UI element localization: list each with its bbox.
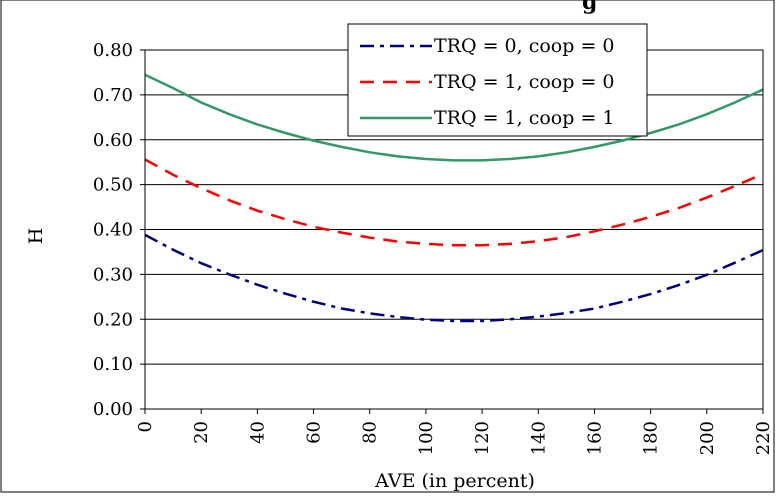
x-axis-label: AVE (in percent)	[374, 470, 535, 492]
x-tick-label: 80	[360, 421, 381, 444]
y-tick-label: 0.10	[93, 354, 133, 375]
legend: TRQ = 0, coop = 0 TRQ = 1, coop = 0 TRQ = …	[347, 23, 648, 137]
y-tick-label: 0.00	[93, 399, 133, 420]
y-tick-labels: 0.00 0.10 0.20 0.30 0.40 0.50 0.60 0.70 0.80	[93, 40, 133, 420]
y-tick-label: 0.50	[93, 175, 133, 196]
x-tick-label: 20	[191, 421, 212, 444]
y-tick-label: 0.70	[93, 85, 133, 106]
x-tick-label: 60	[304, 421, 325, 444]
legend-label: TRQ = 0, coop = 0	[434, 35, 615, 57]
chart-title: g	[582, 0, 597, 15]
x-tick-label: 40	[247, 421, 268, 444]
x-tick-label: 180	[641, 421, 662, 455]
x-tick-label: 100	[416, 421, 437, 455]
y-tick-label: 0.40	[93, 220, 133, 241]
x-tick-label: 220	[753, 421, 774, 455]
series-line-1	[144, 233, 764, 323]
x-tick-label: 160	[584, 421, 605, 455]
y-tick-label: 0.30	[93, 264, 133, 285]
y-axis-label: H	[25, 228, 47, 245]
x-tick-labels: 0 20 40 60 80 100 120 140 160 180 200 220	[135, 421, 774, 455]
series-line-2	[144, 158, 764, 247]
series-line-3	[144, 73, 764, 162]
series-lines	[144, 73, 764, 323]
x-tick-label: 140	[528, 421, 549, 455]
x-tick-label: 200	[697, 421, 718, 455]
y-tick-label: 0.20	[93, 309, 133, 330]
y-tick-label: 0.80	[93, 40, 133, 61]
legend-label: TRQ = 1, coop = 1	[434, 107, 615, 129]
x-tick-label: 0	[135, 421, 156, 432]
x-tick-label: 120	[472, 421, 493, 455]
y-tick-label: 0.60	[93, 130, 133, 151]
legend-label: TRQ = 1, coop = 0	[434, 71, 615, 93]
